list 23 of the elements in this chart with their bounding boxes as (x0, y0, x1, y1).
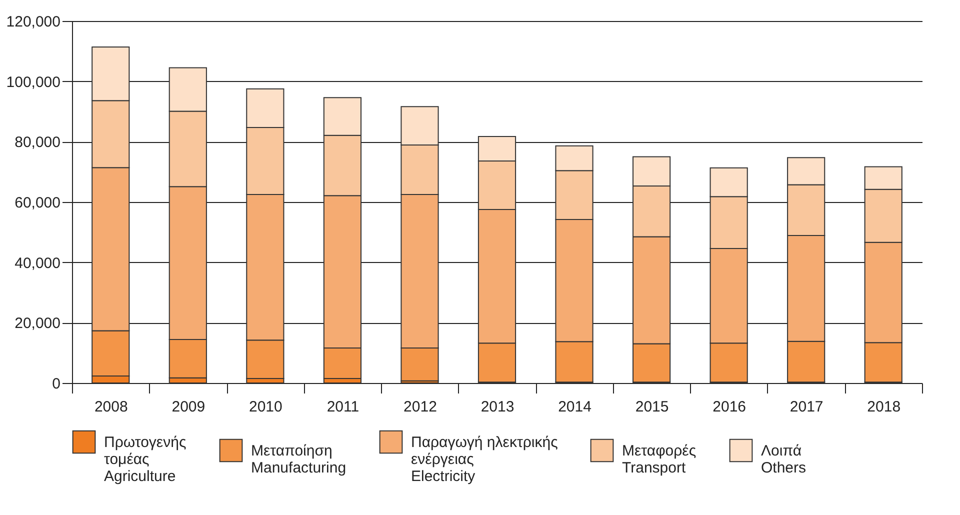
y-tick-label: 120,000 (6, 14, 60, 30)
legend-label: Πρωτογενής τομέας Agriculture (104, 434, 186, 485)
y-tick-label: 40,000 (14, 254, 60, 272)
x-tick-label: 2018 (867, 398, 901, 416)
y-tick-label: 20,000 (14, 315, 60, 332)
x-tick-label: 2014 (558, 398, 592, 416)
x-tick-label: 2017 (790, 398, 824, 416)
legend-label: Μεταποίηση Manufacturing (251, 442, 346, 476)
y-tick-label: 100,000 (6, 74, 60, 91)
x-tick-label: 2012 (404, 398, 437, 416)
x-tick-label: 2011 (326, 398, 360, 416)
x-tick-label: 2010 (248, 398, 282, 416)
x-tick-label: 2008 (94, 398, 128, 416)
y-tick-label: 80,000 (14, 134, 60, 152)
x-tick-label: 2009 (172, 398, 206, 416)
y-tick-label: 0 (52, 376, 60, 392)
legend-label: Μεταφορές Transport (622, 442, 696, 476)
legend-label: Λοιπά Others (761, 442, 806, 476)
y-tick-label: 60,000 (14, 194, 60, 212)
x-tick-label: 2013 (480, 398, 514, 416)
x-tick-label: 2016 (712, 398, 746, 416)
legend-label: Παραγωγή ηλεκτρικής ενέργειας Electricity (411, 434, 558, 485)
x-tick-label: 2015 (635, 398, 669, 416)
